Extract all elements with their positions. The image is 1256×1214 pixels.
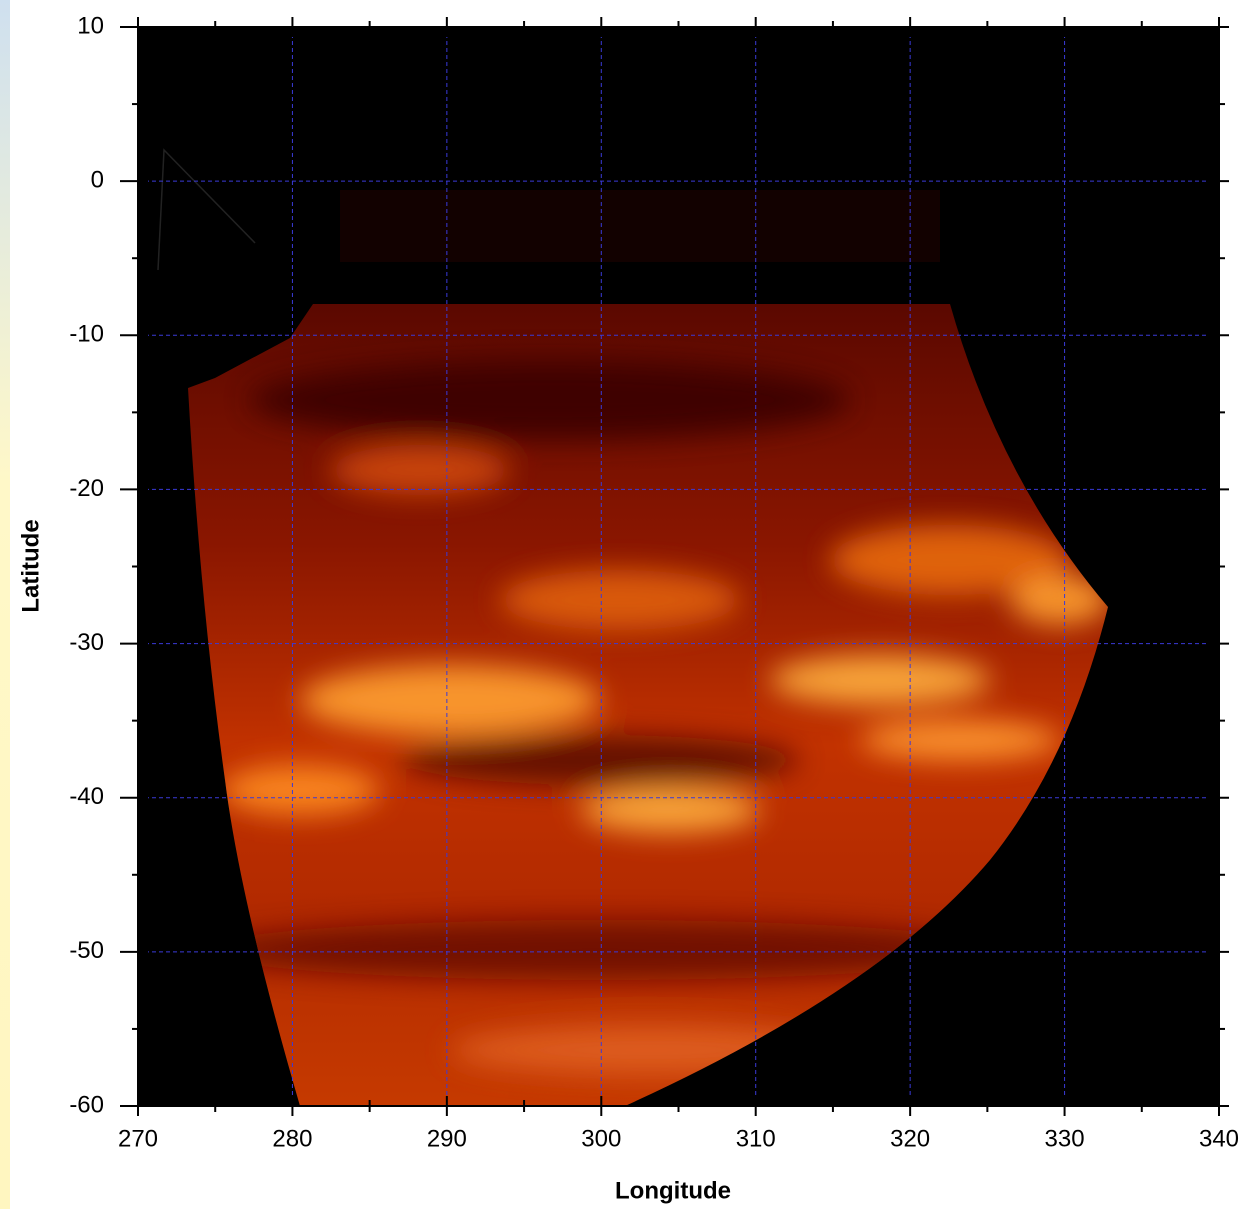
x-tick-label: 270 (118, 1125, 158, 1152)
side-strip (0, 0, 10, 1209)
x-tick-label: 340 (1199, 1125, 1239, 1152)
x-tick-label: 300 (581, 1125, 621, 1152)
faint-strip (340, 190, 940, 262)
y-tick-label: -30 (69, 629, 104, 656)
y-tick-label: -20 (69, 475, 104, 502)
page: 270 280 290 300 310 320 330 340 -60 -50 -40 -30 -20 -… (0, 0, 1256, 1209)
x-tick-label: 280 (272, 1125, 312, 1152)
x-tick-label: 310 (736, 1125, 776, 1152)
y-tick-label: -10 (69, 321, 104, 348)
y-axis-label: Latitude (17, 519, 44, 612)
x-tick-label: 330 (1045, 1125, 1085, 1152)
x-tick-label: 290 (427, 1125, 467, 1152)
y-tick-label: 10 (77, 12, 104, 39)
x-tick-label: 320 (890, 1125, 930, 1152)
y-tick-label: -40 (69, 783, 104, 810)
y-tick-label: 0 (91, 166, 104, 193)
x-axis-label: Longitude (615, 1177, 731, 1204)
y-tick-label: -60 (69, 1091, 104, 1118)
chart: 270 280 290 300 310 320 330 340 -60 -50 -40 -30 -20 -… (0, 0, 1256, 1209)
y-tick-label: -50 (69, 937, 104, 964)
